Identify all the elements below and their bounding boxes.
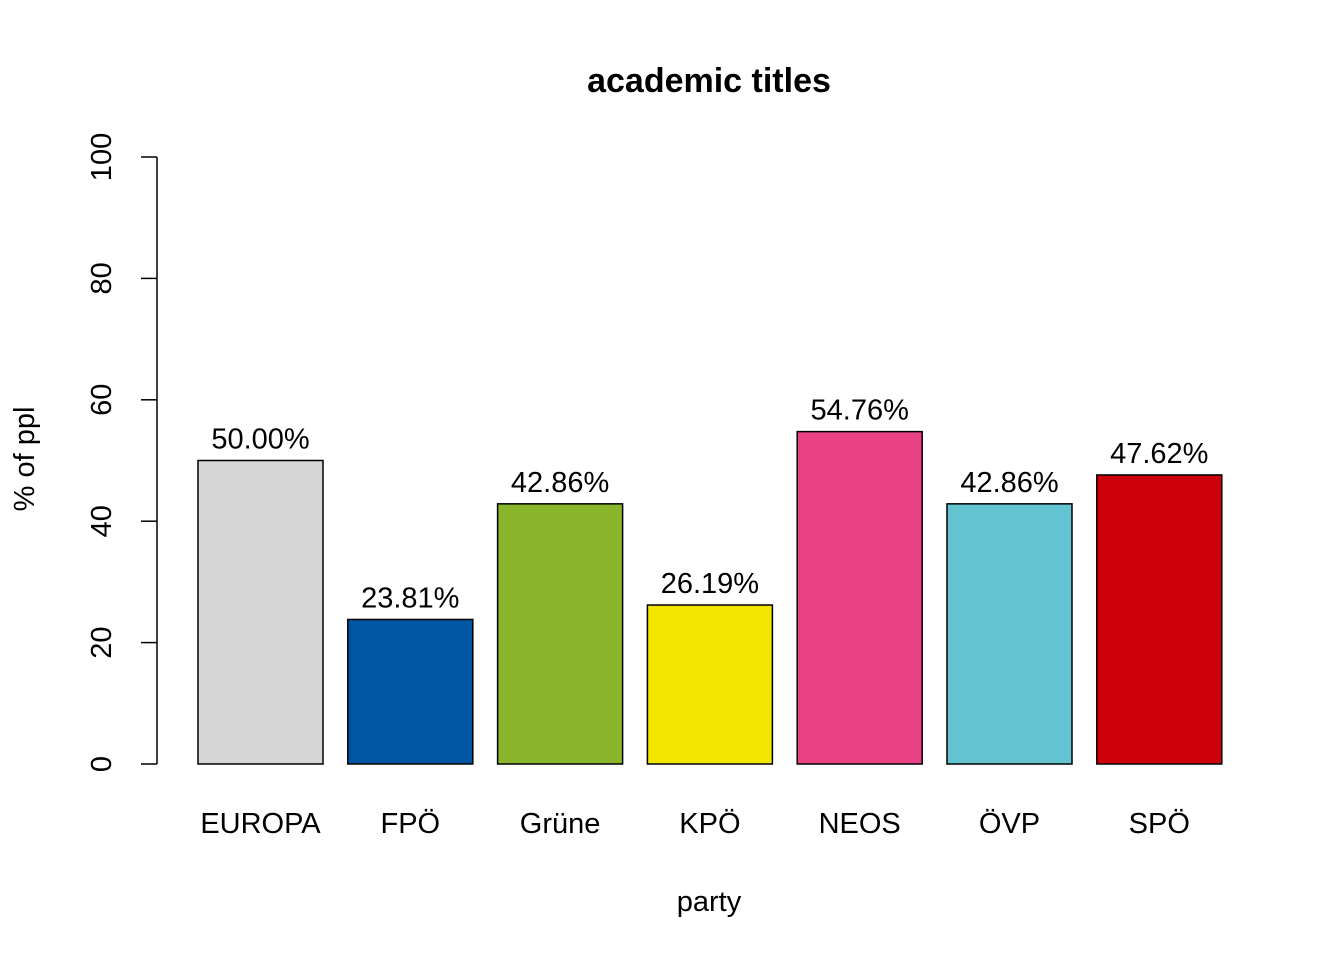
data-label: 42.86% [511,467,609,499]
y-tick-label: 20 [86,626,118,658]
y-axis-label: % of ppl [9,407,41,512]
data-label: 42.86% [960,467,1058,499]
data-label: 54.76% [811,395,909,427]
y-tick-label: 40 [86,505,118,537]
data-label: 50.00% [211,424,309,456]
x-tick-label: Grüne [520,808,601,840]
chart-title: academic titles [587,62,831,100]
y-axis: 0 20 40 60 80 100 [86,133,158,772]
x-axis-label: party [677,886,742,918]
y-tick-label: 60 [86,384,118,416]
x-tick-labels: EUROPA FPÖ Grüne KPÖ NEOS ÖVP SPÖ [200,808,1190,840]
x-tick-label: SPÖ [1129,808,1190,840]
bar-kp- [646,604,774,765]
bars [197,430,1223,765]
data-label: 47.62% [1110,438,1208,470]
y-tick-label: 100 [86,133,118,181]
x-tick-label: FPÖ [380,808,440,840]
x-tick-label: KPÖ [679,808,740,840]
y-tick-label: 0 [86,756,118,772]
x-tick-label: EUROPA [200,808,321,840]
bar-fp- [347,618,474,765]
x-tick-label: NEOS [819,808,901,840]
value-labels: 50.00% 23.81% 42.86% 26.19% 54.76% 42.86% 47.6… [211,395,1208,615]
bar-europa [197,459,324,765]
y-tick-label: 80 [86,262,118,294]
bar--vp [946,503,1073,765]
data-label: 23.81% [361,582,459,614]
bar-neos [796,430,923,765]
x-tick-label: ÖVP [979,808,1040,840]
data-label: 26.19% [661,568,759,600]
bar-gr-ne [496,503,624,765]
bar-sp- [1096,474,1223,765]
